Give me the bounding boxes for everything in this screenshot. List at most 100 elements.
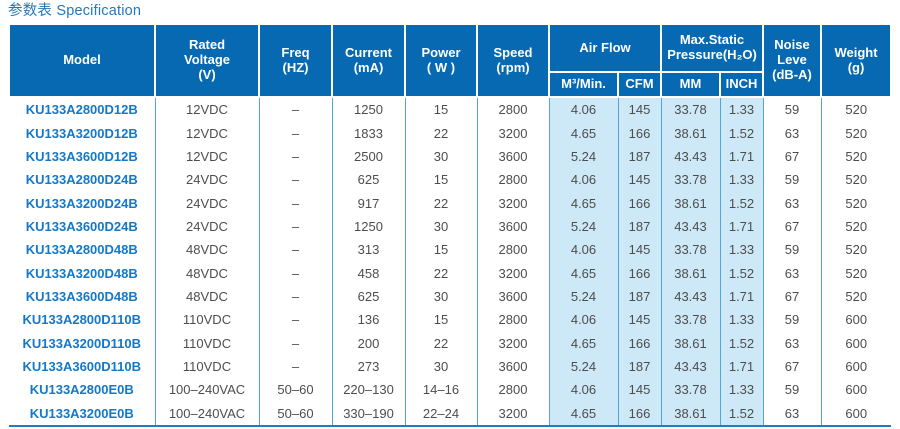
- cell-freq: –: [258, 308, 332, 332]
- cell-speed: 2800: [476, 238, 549, 262]
- cell-pressure-mm: 33.78: [660, 308, 720, 332]
- cell-rated-voltage: 24VDC: [154, 191, 259, 215]
- cell-speed: 3200: [476, 261, 549, 285]
- cell-current: 220–130: [331, 378, 405, 402]
- cell-noise: 59: [762, 308, 821, 332]
- cell-power: 30: [404, 284, 477, 309]
- cell-pressure-inch: 1.52: [719, 261, 763, 285]
- cell-freq: –: [258, 354, 332, 379]
- cell-power: 22: [404, 331, 477, 355]
- cell-airflow-cfm: 187: [617, 284, 661, 309]
- cell-airflow-m3min: 4.06: [548, 168, 618, 192]
- cell-pressure-mm: 38.61: [660, 401, 720, 427]
- cell-speed: 3200: [476, 331, 549, 355]
- cell-current: 136: [331, 308, 405, 332]
- header-weight: Weight (g): [820, 23, 892, 98]
- specification-table: Model Rated Voltage (V) Freq (HZ) Curren…: [8, 23, 892, 428]
- cell-pressure-mm: 38.61: [660, 121, 720, 145]
- cell-airflow-m3min: 4.65: [548, 331, 618, 355]
- cell-current: 1250: [331, 97, 405, 122]
- cell-weight: 600: [820, 354, 891, 379]
- cell-pressure-inch: 1.33: [719, 168, 763, 192]
- cell-speed: 3600: [476, 354, 549, 379]
- cell-airflow-m3min: 5.24: [548, 354, 618, 379]
- cell-power: 15: [404, 308, 477, 332]
- cell-freq: –: [258, 238, 332, 262]
- table-row: KU133A2800D110B 110VDC –136 15 2800 4.06 145 33…: [9, 308, 891, 332]
- cell-noise: 63: [762, 401, 821, 427]
- cell-weight: 520: [820, 261, 891, 285]
- cell-airflow-m3min: 4.65: [548, 121, 618, 145]
- cell-noise: 59: [762, 378, 821, 402]
- cell-weight: 600: [820, 308, 891, 332]
- cell-rated-voltage: 12VDC: [154, 144, 259, 169]
- header-air-flow: Air Flow: [548, 23, 662, 73]
- cell-model: KU133A2800D110B: [22, 312, 142, 328]
- cell-pressure-inch: 1.33: [719, 97, 763, 122]
- cell-model: KU133A3200D24B: [25, 195, 138, 211]
- cell-pressure-mm: 33.78: [660, 168, 720, 192]
- cell-model: KU133A2800D24B: [25, 172, 138, 188]
- page-title: 参数表 Specification: [8, 3, 142, 19]
- cell-freq: –: [258, 97, 332, 122]
- cell-power: 22–24: [404, 401, 477, 427]
- cell-power: 30: [404, 354, 477, 379]
- cell-airflow-m3min: 5.24: [548, 214, 618, 239]
- cell-noise: 67: [762, 144, 821, 169]
- cell-pressure-mm: 33.78: [660, 238, 720, 262]
- cell-weight: 520: [820, 97, 891, 122]
- cell-power: 22: [404, 121, 477, 145]
- cell-pressure-mm: 43.43: [660, 354, 720, 379]
- cell-airflow-m3min: 4.65: [548, 401, 618, 427]
- cell-freq: –: [258, 121, 332, 145]
- cell-current: 1250: [331, 214, 405, 239]
- cell-rated-voltage: 24VDC: [154, 168, 259, 192]
- cell-current: 330–190: [331, 401, 405, 427]
- table-row: KU133A3200D24B 24VDC –917 22 3200 4.65 166 38.6…: [9, 191, 891, 215]
- cell-speed: 3600: [476, 144, 549, 169]
- cell-speed: 3200: [476, 121, 549, 145]
- table-row: KU133A3600D110B 110VDC –273 30 3600 5.24 187 43…: [9, 354, 891, 379]
- table-row: KU133A3200D110B 110VDC –200 22 3200 4.65 166 38…: [9, 331, 891, 355]
- cell-weight: 520: [820, 191, 891, 215]
- header-speed: Speed (rpm): [476, 23, 550, 98]
- cell-noise: 67: [762, 214, 821, 239]
- cell-weight: 520: [820, 144, 891, 169]
- cell-pressure-mm: 38.61: [660, 331, 720, 355]
- header-power: Power ( W ): [404, 23, 478, 98]
- header-cfm: CFM: [617, 71, 662, 98]
- cell-power: 22: [404, 191, 477, 215]
- cell-rated-voltage: 100–240VAC: [154, 378, 259, 402]
- cell-airflow-cfm: 145: [617, 378, 661, 402]
- cell-noise: 63: [762, 331, 821, 355]
- cell-weight: 600: [820, 401, 891, 427]
- cell-noise: 63: [762, 261, 821, 285]
- cell-pressure-inch: 1.33: [719, 238, 763, 262]
- cell-freq: –: [258, 261, 332, 285]
- cell-weight: 520: [820, 284, 891, 309]
- cell-model: KU133A3200D48B: [25, 265, 138, 281]
- cell-power: 30: [404, 144, 477, 169]
- cell-model: KU133A3600D12B: [25, 148, 138, 164]
- cell-airflow-cfm: 145: [617, 97, 661, 122]
- cell-rated-voltage: 48VDC: [154, 284, 259, 309]
- cell-noise: 59: [762, 238, 821, 262]
- cell-freq: –: [258, 331, 332, 355]
- cell-model: KU133A3600D24B: [25, 218, 138, 234]
- cell-weight: 520: [820, 168, 891, 192]
- cell-freq: –: [258, 144, 332, 169]
- cell-rated-voltage: 110VDC: [154, 308, 259, 332]
- cell-airflow-cfm: 187: [617, 214, 661, 239]
- cell-pressure-mm: 38.61: [660, 191, 720, 215]
- cell-speed: 3600: [476, 284, 549, 309]
- cell-freq: –: [258, 214, 332, 239]
- table-row: KU133A2800E0B 100–240VAC 50–60 220–130 14–16…: [9, 378, 891, 402]
- cell-pressure-mm: 33.78: [660, 97, 720, 122]
- table-row: KU133A3600D12B 12VDC –2500 30 3600 5.24 187 43.…: [9, 144, 891, 169]
- cell-rated-voltage: 48VDC: [154, 238, 259, 262]
- cell-noise: 59: [762, 97, 821, 122]
- header-current: Current (mA): [331, 23, 406, 98]
- header-m3-min: M³/Min.: [548, 71, 619, 98]
- cell-speed: 3200: [476, 191, 549, 215]
